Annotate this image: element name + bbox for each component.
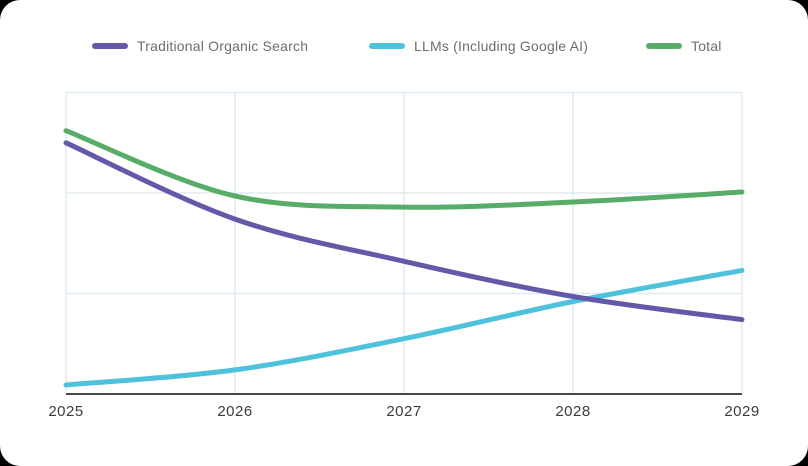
- legend-marker-total: [646, 43, 682, 49]
- x-tick-label-2029: 2029: [724, 403, 760, 420]
- series-line-1: [63, 140, 745, 323]
- chart-series-lines: [63, 128, 745, 388]
- legend-item-total[interactable]: Total: [646, 38, 722, 54]
- chart-legend: Traditional Organic Search LLMs (Includi…: [92, 38, 722, 54]
- legend-marker-traditional-organic-search: [92, 43, 128, 49]
- legend-label-traditional-organic-search: Traditional Organic Search: [137, 38, 309, 54]
- legend-item-traditional-organic-search[interactable]: Traditional Organic Search: [92, 38, 369, 54]
- legend-label-llms: LLMs (Including Google AI): [414, 38, 589, 54]
- x-tick-label-2026: 2026: [217, 403, 253, 420]
- legend-marker-llms: [369, 43, 405, 49]
- series-line-0: [63, 267, 745, 388]
- x-tick-label-2028: 2028: [555, 403, 591, 420]
- x-tick-label-2025: 2025: [48, 403, 84, 420]
- legend-item-llms[interactable]: LLMs (Including Google AI): [369, 38, 646, 54]
- series-line-2: [63, 128, 745, 210]
- chart-gridlines: [65, 91, 743, 394]
- x-tick-label-2027: 2027: [386, 403, 422, 420]
- legend-label-total: Total: [691, 38, 722, 54]
